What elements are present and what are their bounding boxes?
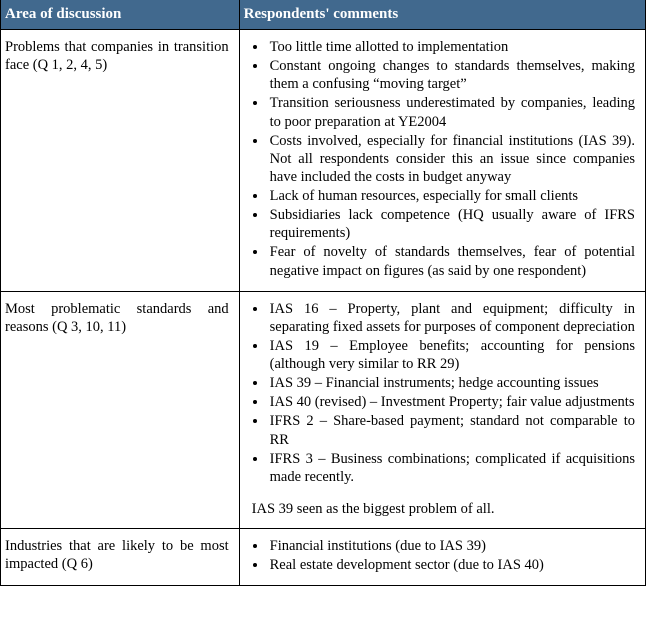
comments-cell: Financial institutions (due to IAS 39) R… [239, 529, 645, 586]
list-item: Fear of novelty of standards themselves,… [268, 243, 635, 279]
note-text: IAS 39 seen as the biggest problem of al… [252, 500, 635, 518]
area-text: Most problematic standards and reasons (… [5, 300, 229, 336]
area-cell: Most problematic standards and reasons (… [1, 291, 240, 528]
header-area: Area of discussion [1, 0, 240, 30]
discussion-table: Area of discussion Respondents' comments… [0, 0, 646, 586]
table-row: Problems that companies in transition fa… [1, 30, 646, 292]
list-item: Real estate development sector (due to I… [268, 556, 635, 574]
list-item: Transition seriousness underestimated by… [268, 94, 635, 130]
table-header-row: Area of discussion Respondents' comments [1, 0, 646, 30]
bullet-list: Too little time allotted to implementati… [268, 38, 635, 280]
bullet-list: IAS 16 – Property, plant and equipment; … [268, 300, 635, 486]
area-cell: Industries that are likely to be most im… [1, 529, 240, 586]
list-item: IFRS 3 – Business combinations; complica… [268, 450, 635, 486]
list-item: IAS 19 – Employee benefits; accounting f… [268, 337, 635, 373]
list-item: IFRS 2 – Share-based payment; standard n… [268, 412, 635, 448]
table-row: Most problematic standards and reasons (… [1, 291, 646, 528]
list-item: Too little time allotted to implementati… [268, 38, 635, 56]
list-item: Costs involved, especially for financial… [268, 132, 635, 186]
list-item: Constant ongoing changes to standards th… [268, 57, 635, 93]
area-text: Problems that companies in transition fa… [5, 38, 229, 74]
list-item: Lack of human resources, especially for … [268, 187, 635, 205]
list-item: IAS 16 – Property, plant and equipment; … [268, 300, 635, 336]
area-text: Industries that are likely to be most im… [5, 537, 229, 573]
area-cell: Problems that companies in transition fa… [1, 30, 240, 292]
list-item: IAS 39 – Financial instruments; hedge ac… [268, 374, 635, 392]
bullet-list: Financial institutions (due to IAS 39) R… [268, 537, 635, 574]
list-item: Financial institutions (due to IAS 39) [268, 537, 635, 555]
comments-cell: IAS 16 – Property, plant and equipment; … [239, 291, 645, 528]
list-item: Subsidiaries lack competence (HQ usually… [268, 206, 635, 242]
document-page: { "table": { "header": { "area": "Area o… [0, 0, 646, 644]
header-comments: Respondents' comments [239, 0, 645, 30]
comments-cell: Too little time allotted to implementati… [239, 30, 645, 292]
table-row: Industries that are likely to be most im… [1, 529, 646, 586]
list-item: IAS 40 (revised) – Investment Property; … [268, 393, 635, 411]
